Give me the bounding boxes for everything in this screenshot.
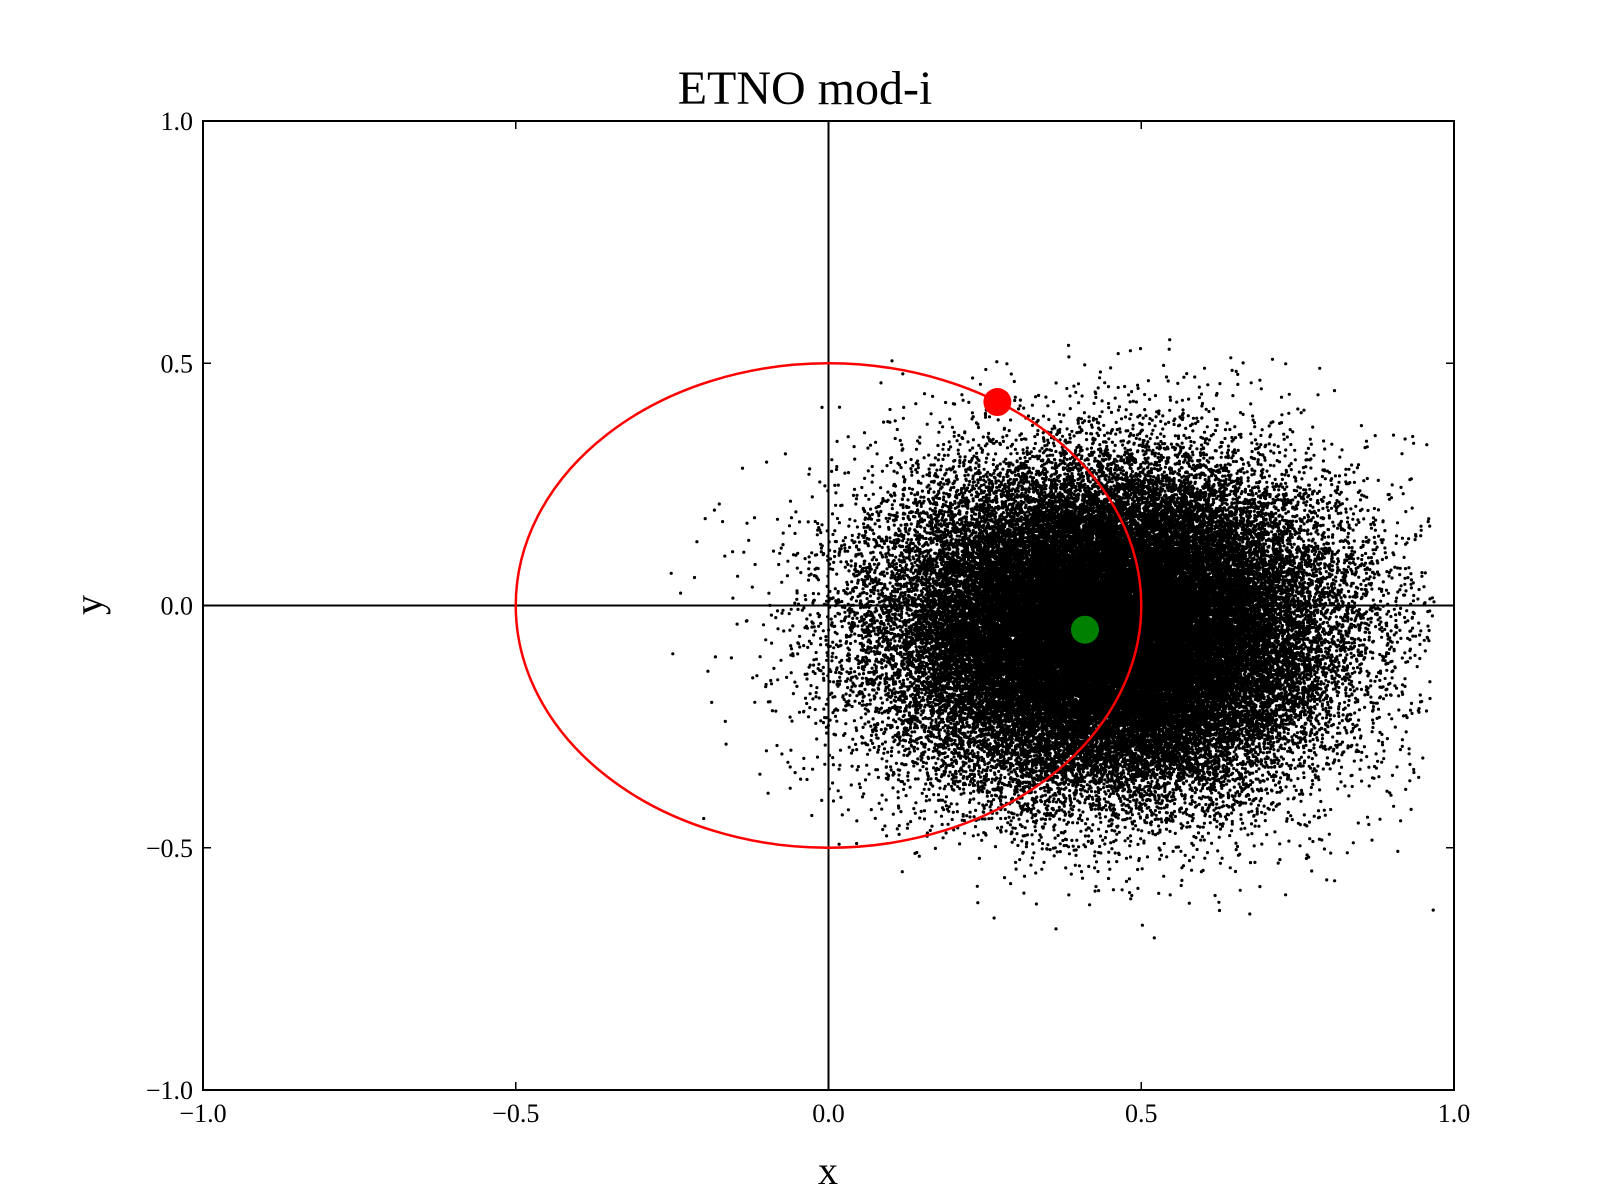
overlay-layer	[203, 121, 1454, 1090]
x-tick-label: 0.5	[1125, 1099, 1158, 1128]
x-tick-label: 1.0	[1438, 1099, 1471, 1128]
marker-point-1	[983, 388, 1012, 417]
y-tick-label: 0.0	[161, 592, 194, 621]
marker-point-2	[1070, 615, 1099, 644]
y-tick-label: 0.5	[161, 349, 194, 378]
chart-title: ETNO mod-i	[678, 62, 933, 115]
cloud-points	[669, 338, 1436, 940]
y-tick-label: −1.0	[146, 1076, 193, 1105]
x-tick-label: 0.0	[812, 1099, 845, 1128]
x-axis-label: x	[818, 1148, 838, 1193]
x-tick-label: −1.0	[179, 1099, 226, 1128]
point-cloud	[669, 338, 1436, 940]
x-tick-label: −0.5	[492, 1099, 539, 1128]
y-axis-label: y	[66, 595, 111, 615]
axis-ticks: −1.0 −0.5 0.0 0.5 1.0 −1.0 −0.5 0.0 0.5 1.0	[146, 107, 1470, 1128]
y-tick-label: −0.5	[146, 834, 193, 863]
plot-frame	[202, 120, 1455, 1091]
y-tick-label: 1.0	[161, 107, 194, 136]
orbit-ellipse	[514, 362, 1143, 849]
